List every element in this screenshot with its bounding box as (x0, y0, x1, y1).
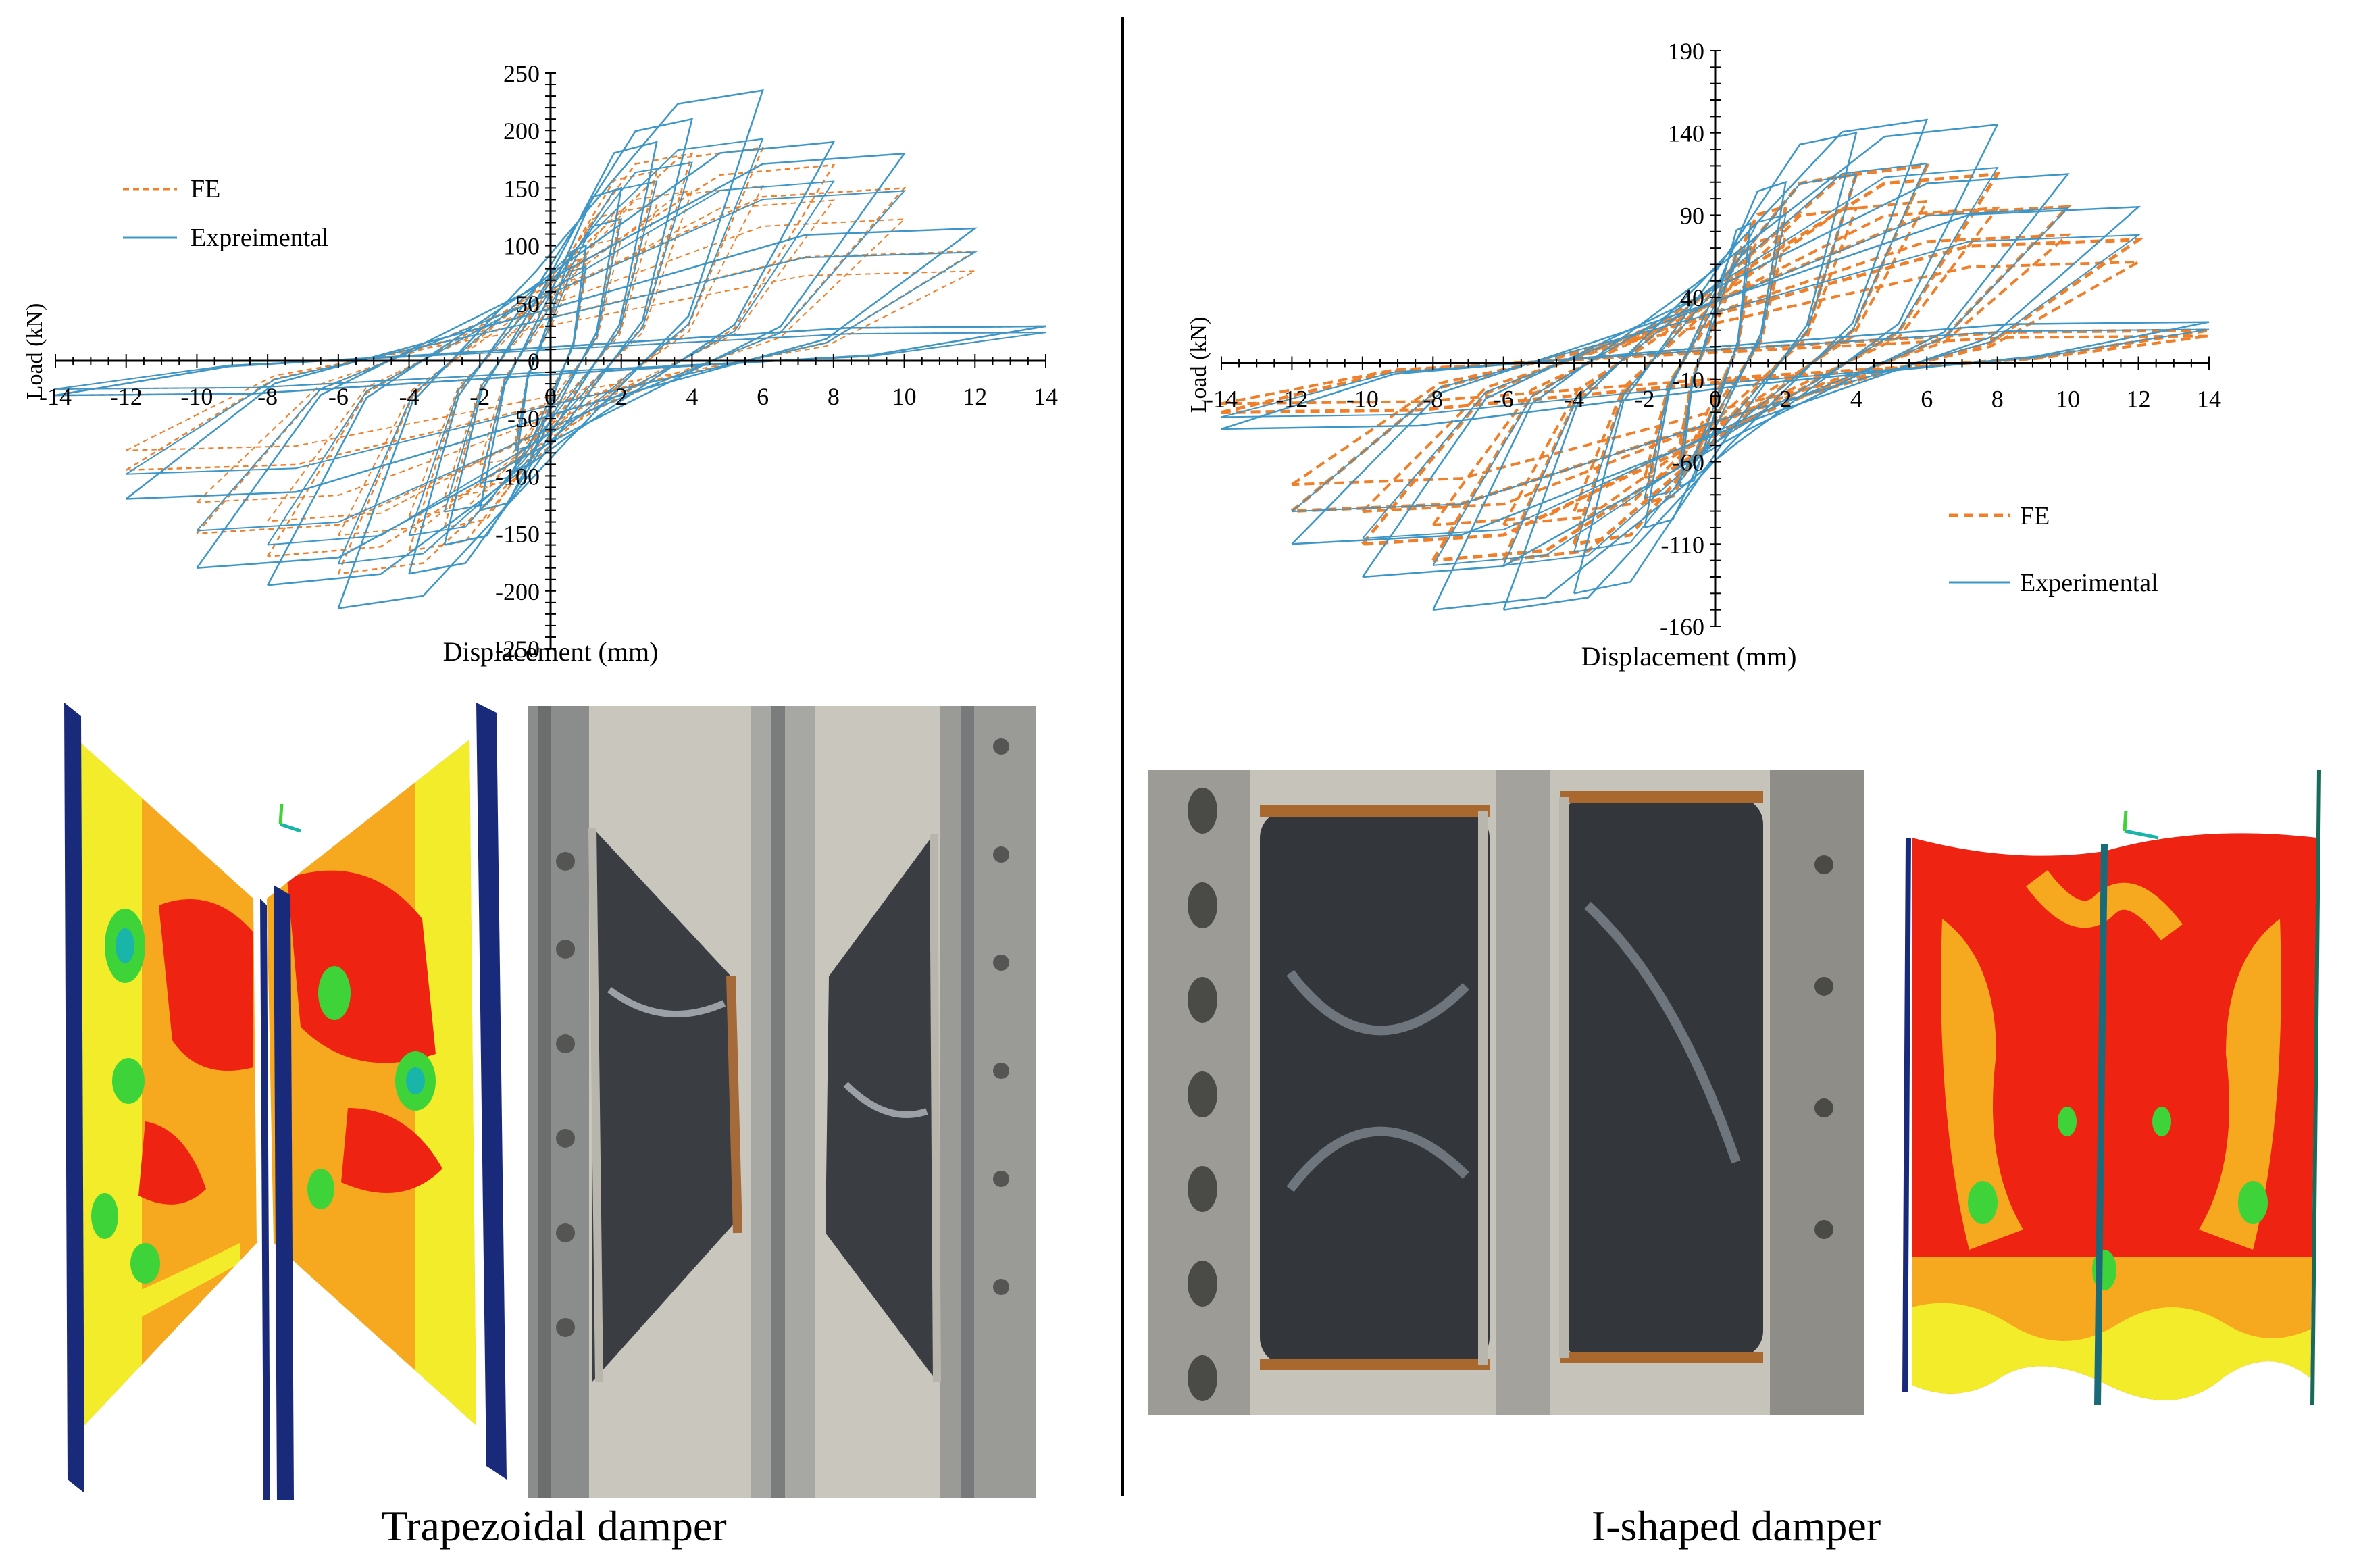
chart2-x-tick-label: -12 (1275, 386, 1308, 413)
chart2-loop-fe (1502, 163, 1930, 563)
chart2-x-tick-label: -2 (1635, 386, 1655, 413)
chart2-y-tick-label: -160 (1660, 613, 1704, 640)
chart2-y-tick-label: 40 (1680, 284, 1704, 311)
chart2-y-tick-label: 140 (1668, 120, 1704, 147)
chart2-x-tick-label: -8 (1423, 386, 1443, 413)
chart2-legend-fe-label: FE (2020, 502, 2050, 530)
chart1-x-tick-label: -12 (110, 383, 143, 410)
chart1-x-tick-label: 6 (757, 383, 769, 410)
chart2-y-tick-label: -10 (1672, 367, 1704, 394)
chart1-x-tick-label: -10 (180, 383, 213, 410)
chart2-loop-fe (1221, 334, 2210, 405)
chart1-legend-exp-label: Expreimental (191, 224, 329, 252)
chart1-x-tick-label: 12 (963, 383, 987, 410)
chart-i-shaped-hysteresis: -14 -12 -10 -8 -6 -4 -2 0 2 4 6 8 10 12 14 190 140 90 40 -1… (1186, 38, 2221, 672)
chart1-legend: FE Expreimental (123, 175, 329, 252)
caption-trapezoidal-damper: Trapezoidal damper (381, 1502, 727, 1550)
chart1-y-tick-label: 50 (515, 290, 540, 318)
chart2-loop-exp (1221, 328, 2210, 418)
chart2-y-tick-label: -110 (1660, 531, 1704, 558)
chart1-x-axis-label: Displacement (mm) (443, 636, 659, 667)
chart1-y-tick-label: 150 (503, 175, 540, 202)
chart1-y-tick-label: -50 (507, 405, 540, 432)
chart2-loop-fe (1291, 260, 2139, 486)
caption-i-shaped-damper: I-shaped damper (1591, 1502, 1881, 1550)
chart2-x-tick-label: 12 (2127, 386, 2151, 413)
chart1-x-tick-label: -4 (399, 383, 420, 410)
chart1-loop-fe (338, 185, 764, 536)
chart1-loop-fe (196, 218, 907, 503)
chart2-loop-exp (1362, 207, 2070, 539)
chart1-loop-exp (337, 138, 764, 565)
chart1-loop-fe (196, 186, 907, 534)
chart-trapezoidal-hysteresis: -14 -12 -10 -8 -6 -4 -2 0 2 4 6 8 10 12 14 250 200 150 100… (22, 60, 1058, 667)
chart1-loop-exp (443, 180, 658, 513)
chart2-x-tick-label: 4 (1850, 386, 1862, 413)
chart2-y-tick-label: -60 (1672, 449, 1704, 476)
chart2-loop-exp (1291, 234, 2141, 513)
chart1-x-tick-label: -6 (328, 383, 349, 410)
chart1-legend-fe-label: FE (191, 175, 220, 203)
chart1-y-tick-label: 200 (503, 118, 540, 145)
chart2-x-tick-label: 6 (1921, 386, 1933, 413)
chart2-x-tick-label: 2 (1779, 386, 1792, 413)
chart2-legend: FE Experimental (1949, 502, 2158, 597)
chart1-y-tick-label: 250 (503, 60, 540, 87)
chart2-x-tick-label: 10 (2056, 386, 2080, 413)
chart2-x-tick-label: -14 (1205, 386, 1238, 413)
chart1-x-tick-label: 8 (828, 383, 840, 410)
chart1-y-tick-label: -100 (495, 463, 540, 490)
chart2-y-tick-label: 190 (1668, 38, 1704, 65)
chart1-loop-fe (514, 255, 587, 459)
chart1-x-tick-label: -14 (39, 383, 72, 410)
chart1-x-tick-label: -2 (469, 383, 490, 410)
chart2-x-tick-label: -4 (1564, 386, 1584, 413)
chart1-y-tick-label: 100 (503, 233, 540, 260)
chart2-loop-fe (1678, 266, 1752, 446)
panel-divider (1121, 17, 1124, 1496)
trapezoidal-test-photo (528, 706, 1036, 1498)
chart2-loop-fe (1290, 238, 2145, 513)
chart2-x-tick-label: -10 (1346, 386, 1379, 413)
chart1-y-tick-label: -200 (495, 578, 540, 605)
chart1-y-tick-label: -250 (495, 636, 540, 663)
chart1-loop-exp (479, 218, 623, 484)
chart1-y-tick-label: -150 (495, 521, 540, 548)
chart2-legend-exp-label: Experimental (2020, 569, 2158, 597)
chart2-y-tick-label: 90 (1680, 202, 1704, 229)
chart2-y-axis-label: Load (kN) (1186, 317, 1211, 413)
chart1-y-tick-label: 0 (528, 348, 540, 375)
chart1-loop-exp (408, 161, 693, 536)
chart2-x-tick-label: 0 (1709, 386, 1721, 413)
trapezoidal-fe-contour (64, 703, 510, 1500)
chart1-x-tick-label: 4 (686, 383, 698, 410)
chart1-loop-fe (408, 190, 693, 517)
chart2-x-tick-label: -6 (1494, 386, 1514, 413)
chart1-y-axis-label: Load (kN) (22, 303, 47, 400)
chart1-x-tick-label: 14 (1034, 383, 1058, 410)
chart2-x-tick-label: 14 (2197, 386, 2221, 413)
chart1-x-tick-label: -8 (257, 383, 278, 410)
chart1-x-tick-label: 2 (615, 383, 628, 410)
i-shaped-test-photo (1148, 770, 1864, 1415)
chart2-x-axis-label: Displacement (mm) (1581, 641, 1797, 672)
i-shaped-fe-contour (1902, 770, 2321, 1406)
chart2-x-tick-label: 8 (1991, 386, 2004, 413)
chart1-x-tick-label: 0 (544, 383, 557, 410)
chart1-loop-fe (267, 163, 836, 557)
chart1-x-tick-label: 10 (892, 383, 917, 410)
